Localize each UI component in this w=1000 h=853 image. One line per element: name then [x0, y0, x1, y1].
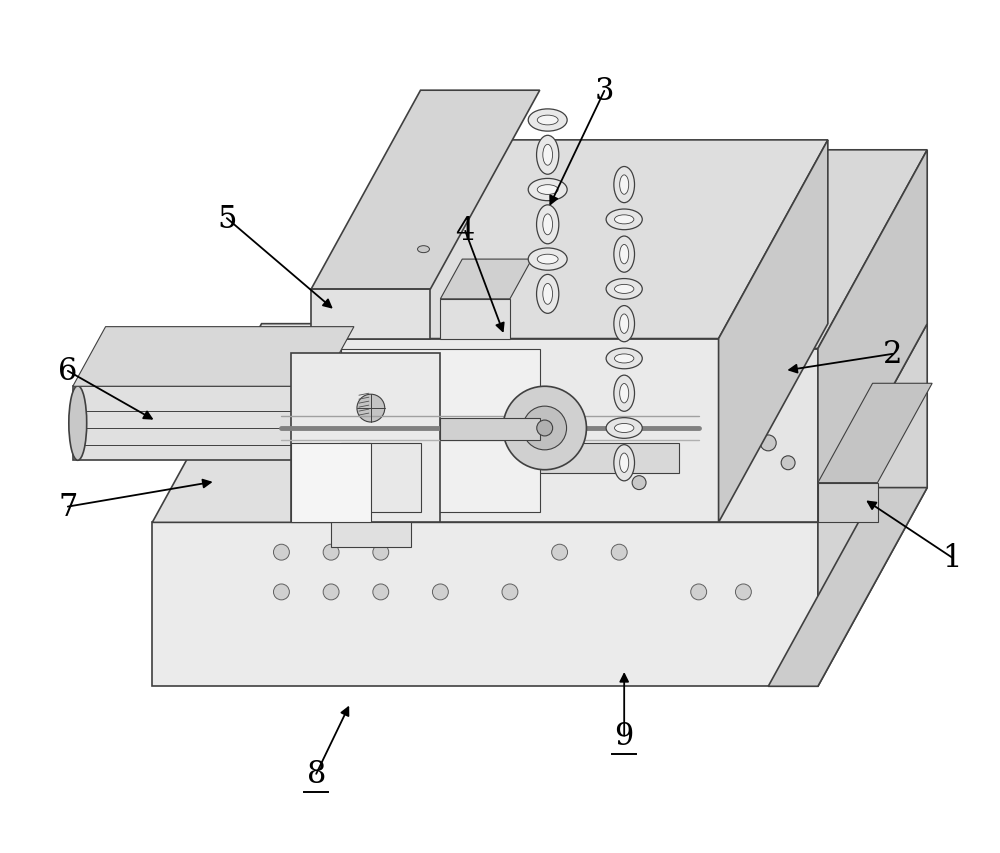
Ellipse shape	[615, 424, 634, 433]
Ellipse shape	[606, 418, 642, 438]
Circle shape	[537, 421, 553, 437]
Circle shape	[323, 584, 339, 601]
Circle shape	[502, 584, 518, 601]
Circle shape	[432, 584, 448, 601]
Circle shape	[781, 456, 795, 470]
Text: 7: 7	[58, 491, 78, 523]
Polygon shape	[73, 328, 354, 386]
Ellipse shape	[620, 454, 629, 473]
Ellipse shape	[606, 210, 642, 230]
Polygon shape	[440, 419, 540, 440]
Text: 1: 1	[942, 543, 962, 573]
Polygon shape	[311, 289, 430, 339]
Ellipse shape	[614, 306, 635, 342]
Ellipse shape	[620, 315, 629, 334]
Polygon shape	[311, 339, 719, 523]
Polygon shape	[152, 324, 927, 523]
Polygon shape	[818, 151, 927, 523]
Text: 5: 5	[217, 203, 237, 235]
Circle shape	[373, 584, 389, 601]
Ellipse shape	[614, 445, 635, 481]
Ellipse shape	[543, 284, 553, 305]
Ellipse shape	[620, 384, 629, 403]
Polygon shape	[331, 523, 411, 548]
Ellipse shape	[620, 245, 629, 264]
Ellipse shape	[537, 185, 558, 195]
Text: 3: 3	[595, 76, 614, 107]
Circle shape	[760, 435, 776, 451]
Ellipse shape	[537, 206, 559, 245]
Ellipse shape	[528, 110, 567, 132]
Circle shape	[373, 544, 389, 560]
Circle shape	[760, 386, 776, 402]
Polygon shape	[311, 141, 828, 339]
Text: 9: 9	[615, 720, 634, 751]
Polygon shape	[719, 151, 927, 349]
Circle shape	[503, 386, 586, 470]
Ellipse shape	[528, 249, 567, 271]
Circle shape	[323, 544, 339, 560]
Text: 2: 2	[883, 339, 902, 370]
Ellipse shape	[606, 279, 642, 300]
Ellipse shape	[537, 116, 558, 125]
Polygon shape	[719, 141, 828, 523]
Ellipse shape	[528, 179, 567, 201]
Ellipse shape	[620, 176, 629, 195]
Polygon shape	[719, 349, 818, 523]
Circle shape	[273, 584, 289, 601]
Polygon shape	[291, 354, 440, 523]
Polygon shape	[341, 349, 540, 513]
Ellipse shape	[727, 400, 740, 408]
Ellipse shape	[615, 285, 634, 294]
Circle shape	[632, 476, 646, 490]
Circle shape	[357, 395, 385, 422]
Ellipse shape	[615, 216, 634, 224]
Ellipse shape	[606, 349, 642, 369]
Ellipse shape	[537, 275, 559, 314]
Polygon shape	[768, 488, 927, 687]
Ellipse shape	[615, 355, 634, 363]
Ellipse shape	[69, 386, 87, 461]
Polygon shape	[818, 483, 878, 523]
Polygon shape	[311, 91, 540, 289]
Ellipse shape	[543, 215, 553, 235]
Circle shape	[273, 544, 289, 560]
Ellipse shape	[614, 167, 635, 203]
Polygon shape	[818, 324, 927, 687]
Circle shape	[691, 584, 707, 601]
Circle shape	[735, 584, 751, 601]
Polygon shape	[440, 260, 532, 299]
Polygon shape	[351, 444, 679, 473]
Polygon shape	[291, 444, 371, 523]
Circle shape	[523, 407, 567, 450]
Ellipse shape	[614, 375, 635, 412]
Ellipse shape	[627, 400, 641, 408]
Text: 6: 6	[58, 356, 78, 387]
Ellipse shape	[537, 255, 558, 264]
Circle shape	[552, 544, 568, 560]
Polygon shape	[440, 299, 510, 339]
Ellipse shape	[614, 237, 635, 273]
Ellipse shape	[543, 145, 553, 166]
Circle shape	[611, 544, 627, 560]
Text: 8: 8	[307, 758, 326, 789]
Polygon shape	[73, 386, 321, 461]
Polygon shape	[152, 523, 818, 687]
Text: 4: 4	[456, 216, 475, 247]
Ellipse shape	[418, 247, 429, 253]
Ellipse shape	[537, 136, 559, 175]
Circle shape	[384, 397, 398, 410]
Polygon shape	[818, 384, 932, 483]
Polygon shape	[341, 444, 421, 513]
Polygon shape	[313, 367, 336, 480]
